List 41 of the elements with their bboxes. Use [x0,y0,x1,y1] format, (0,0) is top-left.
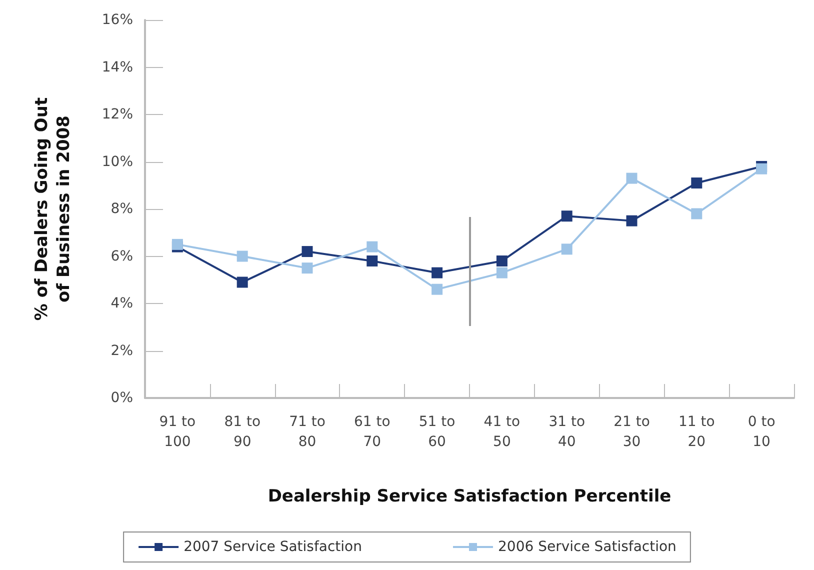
point [626,215,638,226]
point [496,267,508,278]
point [496,255,508,266]
point [236,276,248,288]
point [691,208,702,220]
legend-label: 2006 Service Satisfaction [498,539,676,555]
point [756,163,768,174]
y-axis-title: % of Dealers Going Out of Business in 2008 [32,97,74,321]
x-tick-label: 21 to 30 [614,414,650,450]
y-tick-label: 0% [110,390,133,406]
point [236,250,248,262]
point [561,210,572,222]
point [691,178,702,189]
y-tick-label: 8% [110,201,133,217]
y-tick-label: 10% [102,154,133,170]
point [172,238,183,250]
y-tick-label: 6% [110,248,133,264]
point [432,284,443,295]
x-tick-label: 71 to 80 [289,414,326,450]
point [366,241,378,252]
x-tick-label: 61 to 70 [354,414,390,450]
point [626,172,638,184]
point [302,246,313,258]
x-tick-label: 91 to 100 [159,414,196,450]
point [366,255,378,266]
x-tick-label: 41 to 50 [484,414,520,450]
point [561,244,572,255]
x-axis-title: Dealership Service Satisfaction Percentile [268,486,672,506]
y-tick-label: 12% [102,106,133,122]
y-tick-label: 4% [110,296,133,312]
point [302,262,313,274]
legend-label: 2007 Service Satisfaction [184,539,362,555]
y-tick-label: 2% [110,342,133,359]
x-tick-label: 31 to 40 [548,414,586,450]
y-tick-label: 14% [102,59,133,76]
x-tick-label: 51 to 60 [418,414,456,450]
x-tick-label: 11 to 20 [678,414,715,450]
x-tick-label: 81 to 90 [224,414,261,450]
y-tick-label: 16% [102,12,133,28]
x-tick-label: 0 to 10 [748,414,776,450]
point [432,267,443,278]
